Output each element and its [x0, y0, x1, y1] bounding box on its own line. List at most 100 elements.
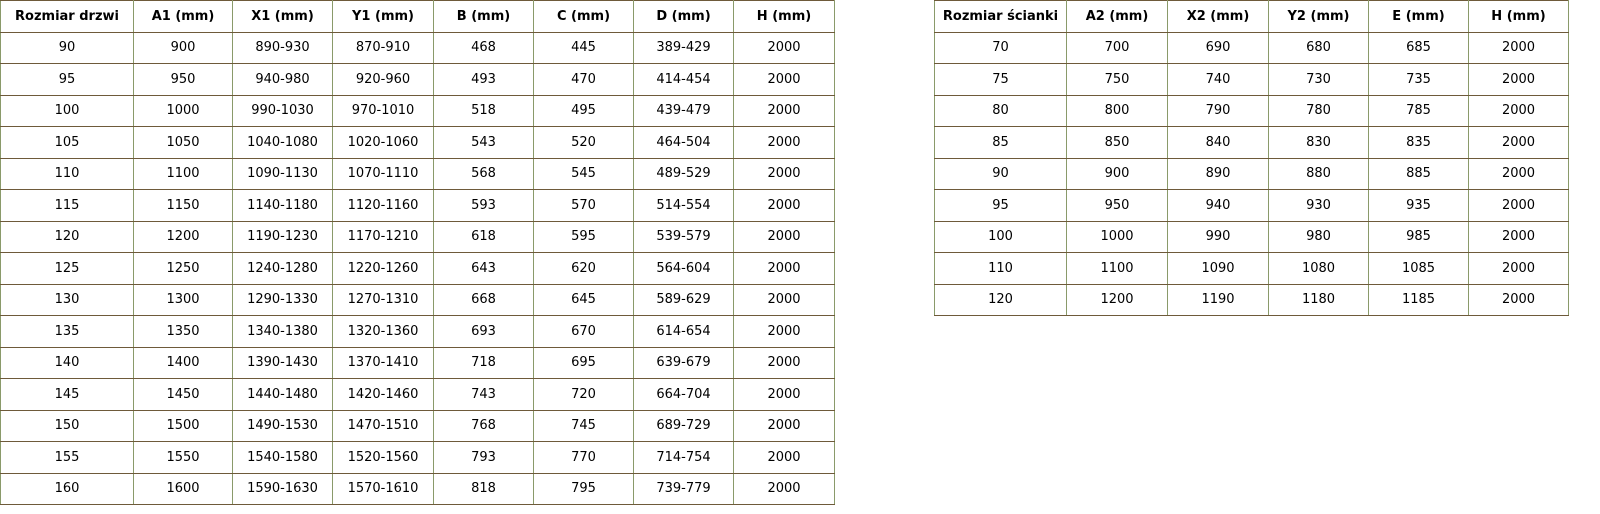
table-row: 125 1250 1240-1280 1220-1260 643 620 564-604 20… — [0, 252, 835, 285]
table-cell: 830 — [1268, 126, 1369, 159]
table-cell: 930 — [1268, 189, 1369, 222]
table-cell: 639-679 — [633, 346, 734, 379]
table-cell: 1180 — [1268, 283, 1369, 316]
table-cell: 135 — [0, 315, 134, 348]
table-cell: 2000 — [1468, 189, 1569, 222]
table-row: 95 950 940-980 920-960 493 470 414-454 2000 — [0, 63, 835, 96]
table-cell: 439-479 — [633, 94, 734, 127]
table-cell: 1000 — [1066, 220, 1168, 253]
table-cell: 1490-1530 — [232, 409, 333, 442]
table-cell: 2000 — [1468, 283, 1569, 316]
table-row: 105 1050 1040-1080 1020-1060 543 520 464-504 20… — [0, 126, 835, 159]
table-row: 70 700 690 680 685 2000 — [934, 31, 1569, 64]
table-cell: 745 — [533, 409, 634, 442]
table-row: 115 1150 1140-1180 1120-1160 593 570 514-554 20… — [0, 189, 835, 222]
table-header-row: Rozmiar drzwi A1 (mm) X1 (mm) Y1 (mm) B (mm)… — [0, 0, 835, 33]
table-cell: 2000 — [733, 409, 835, 442]
table-cell: 1470-1510 — [332, 409, 434, 442]
table-row: 95 950 940 930 935 2000 — [934, 189, 1569, 222]
table-cell: 900 — [1066, 157, 1168, 190]
table-cell: 545 — [533, 157, 634, 190]
table-cell: 643 — [433, 252, 534, 285]
table-cell: 1350 — [133, 315, 233, 348]
table-cell: 785 — [1368, 94, 1469, 127]
table-cell: 414-454 — [633, 63, 734, 96]
table-cell: 1185 — [1368, 283, 1469, 316]
table-cell: 870-910 — [332, 31, 434, 64]
table-cell: 935 — [1368, 189, 1469, 222]
table-cell: 389-429 — [633, 31, 734, 64]
table-cell: 1290-1330 — [232, 283, 333, 316]
wall-size-table: Rozmiar ścianki A2 (mm) X2 (mm) Y2 (mm) E (m… — [934, 0, 1569, 316]
table-cell: 2000 — [1468, 31, 1569, 64]
table-row: 150 1500 1490-1530 1470-1510 768 745 689-729 20… — [0, 409, 835, 442]
table-cell: 495 — [533, 94, 634, 127]
table-cell: 890 — [1167, 157, 1269, 190]
table-cell: 1520-1560 — [332, 441, 434, 474]
table-row: 100 1000 990-1030 970-1010 518 495 439-479 2000 — [0, 94, 835, 127]
column-header: Y1 (mm) — [332, 0, 434, 33]
table-row: 135 1350 1340-1380 1320-1360 693 670 614-654 20… — [0, 315, 835, 348]
table-cell: 2000 — [733, 378, 835, 411]
table-cell: 90 — [0, 31, 134, 64]
table-cell: 1420-1460 — [332, 378, 434, 411]
table-cell: 1390-1430 — [232, 346, 333, 379]
table-cell: 689-729 — [633, 409, 734, 442]
table-cell: 1170-1210 — [332, 220, 434, 253]
table-cell: 518 — [433, 94, 534, 127]
table-row: 140 1400 1390-1430 1370-1410 718 695 639-679 20… — [0, 346, 835, 379]
table-row: 100 1000 990 980 985 2000 — [934, 220, 1569, 253]
table-cell: 1150 — [133, 189, 233, 222]
table-cell: 1000 — [133, 94, 233, 127]
table-cell: 1070-1110 — [332, 157, 434, 190]
table-cell: 2000 — [733, 220, 835, 253]
column-header: H (mm) — [1468, 0, 1569, 33]
table-row: 90 900 890 880 885 2000 — [934, 157, 1569, 190]
table-cell: 155 — [0, 441, 134, 474]
table-cell: 514-554 — [633, 189, 734, 222]
table-cell: 1320-1360 — [332, 315, 434, 348]
column-header: E (mm) — [1368, 0, 1469, 33]
table-cell: 1450 — [133, 378, 233, 411]
table-cell: 1550 — [133, 441, 233, 474]
table-cell: 110 — [0, 157, 134, 190]
table-cell: 115 — [0, 189, 134, 222]
table-cell: 1200 — [1066, 283, 1168, 316]
table-cell: 2000 — [733, 31, 835, 64]
table-cell: 850 — [1066, 126, 1168, 159]
table-row: 160 1600 1590-1630 1570-1610 818 795 739-779 20… — [0, 472, 835, 505]
table-cell: 130 — [0, 283, 134, 316]
table-cell: 2000 — [733, 189, 835, 222]
table-cell: 1100 — [133, 157, 233, 190]
table-cell: 595 — [533, 220, 634, 253]
table-row: 130 1300 1290-1330 1270-1310 668 645 589-629 20… — [0, 283, 835, 316]
table-cell: 2000 — [733, 315, 835, 348]
table-cell: 793 — [433, 441, 534, 474]
table-cell: 1190-1230 — [232, 220, 333, 253]
table-cell: 2000 — [733, 346, 835, 379]
table-cell: 95 — [0, 63, 134, 96]
table-cell: 985 — [1368, 220, 1469, 253]
table-cell: 2000 — [1468, 94, 1569, 127]
table-cell: 110 — [934, 252, 1067, 285]
table-cell: 593 — [433, 189, 534, 222]
table-cell: 685 — [1368, 31, 1469, 64]
table-cell: 1300 — [133, 283, 233, 316]
table-cell: 1370-1410 — [332, 346, 434, 379]
table-cell: 735 — [1368, 63, 1469, 96]
table-cell: 2000 — [733, 63, 835, 96]
column-header: Rozmiar ścianki — [934, 0, 1067, 33]
table-cell: 2000 — [1468, 157, 1569, 190]
table-cell: 160 — [0, 472, 134, 505]
table-cell: 2000 — [733, 283, 835, 316]
table-cell: 714-754 — [633, 441, 734, 474]
table-cell: 670 — [533, 315, 634, 348]
table-cell: 693 — [433, 315, 534, 348]
table-row: 120 1200 1190-1230 1170-1210 618 595 539-579 20… — [0, 220, 835, 253]
table-cell: 100 — [0, 94, 134, 127]
table-cell: 990-1030 — [232, 94, 333, 127]
table-cell: 95 — [934, 189, 1067, 222]
table-cell: 718 — [433, 346, 534, 379]
table-cell: 618 — [433, 220, 534, 253]
table-cell: 818 — [433, 472, 534, 505]
